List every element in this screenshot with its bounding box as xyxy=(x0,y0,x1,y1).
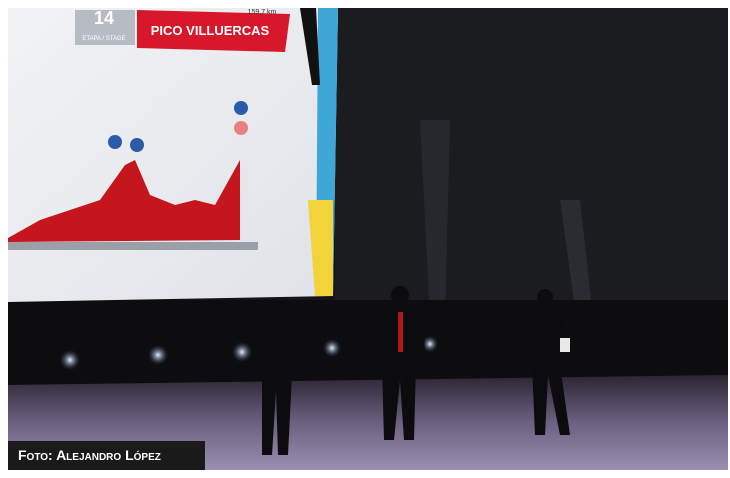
stage-label: ETAPA / STAGE xyxy=(82,36,125,42)
screen xyxy=(8,8,338,302)
photo: 14 ETAPA / STAGE PICO VILLUERCAS 159,7 k… xyxy=(0,0,730,478)
distance: 159,7 km xyxy=(248,9,277,16)
profile-axis xyxy=(8,242,258,250)
papers xyxy=(560,338,570,352)
caption: Foto: Alejandro López xyxy=(18,447,161,463)
stage-number: 14 xyxy=(94,8,114,28)
tie xyxy=(398,312,403,352)
stage-name: PICO VILLUERCAS xyxy=(151,23,270,38)
